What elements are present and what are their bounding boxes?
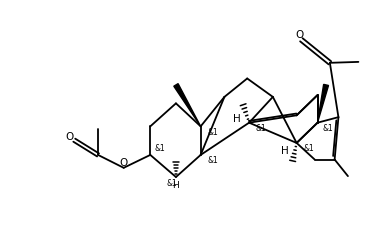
Text: O: O	[65, 132, 73, 142]
Text: &1: &1	[322, 124, 333, 133]
Text: &1: &1	[155, 144, 166, 154]
Text: O: O	[120, 158, 128, 168]
Text: O: O	[295, 30, 303, 40]
Polygon shape	[174, 84, 201, 126]
Text: &1: &1	[207, 156, 218, 165]
Text: &1: &1	[256, 124, 267, 133]
Text: H: H	[233, 114, 241, 124]
Text: &1: &1	[207, 128, 218, 137]
Text: H: H	[281, 146, 289, 156]
Text: &1: &1	[166, 178, 177, 188]
Text: &1: &1	[303, 144, 314, 154]
Polygon shape	[317, 84, 329, 123]
Text: H: H	[173, 182, 179, 190]
